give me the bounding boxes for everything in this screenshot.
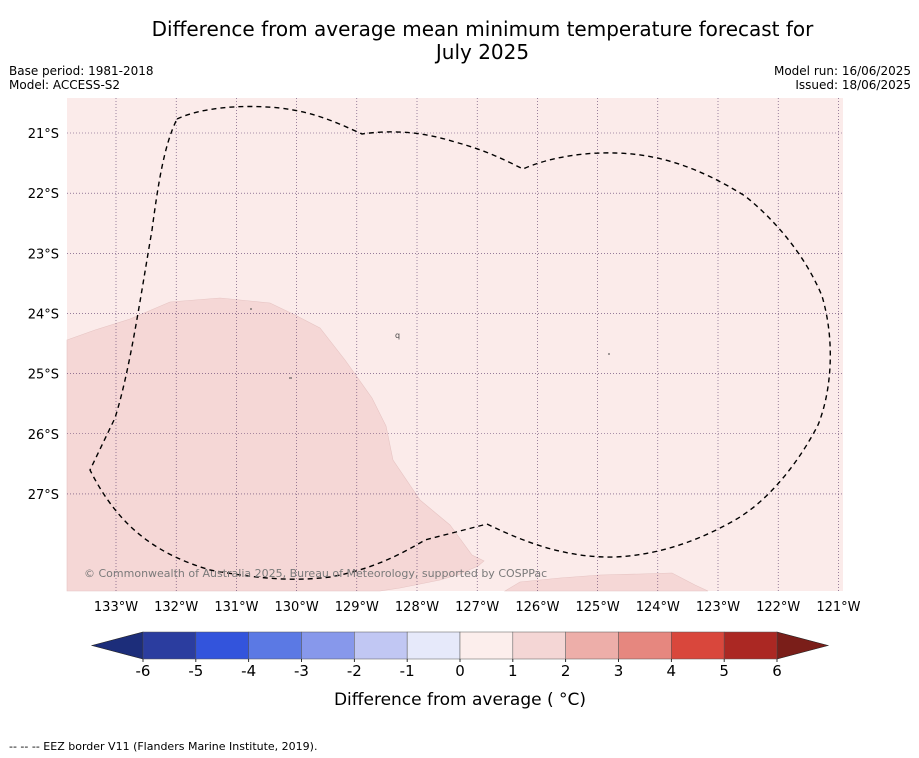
warm-region-south (503, 572, 709, 592)
colorbar-swatch (671, 631, 725, 660)
latitude-tick-label: 22°S (28, 187, 59, 202)
latitude-tick-label: 26°S (28, 428, 59, 443)
graticule (67, 98, 843, 591)
meta-left: Base period: 1981-2018 Model: ACCESS-S2 (9, 64, 154, 92)
colorbar-swatch (459, 631, 514, 660)
longitude-tick-label: 123°W (696, 600, 740, 615)
colorbar-tick-label: -1 (400, 662, 415, 680)
longitude-tick-label: 131°W (214, 600, 258, 615)
longitude-tick-label: 121°W (816, 600, 860, 615)
latitude-tick-label: 25°S (28, 368, 59, 383)
colorbar-swatch (406, 631, 461, 660)
colorbar-over-arrow (776, 631, 830, 660)
latitude-tick-label: 27°S (28, 488, 59, 503)
contour-specks: q (250, 308, 610, 379)
colorbar-swatch (301, 631, 355, 660)
meta-right: Model run: 16/06/2025 Issued: 18/06/2025 (774, 64, 911, 92)
issued-text: Issued: 18/06/2025 (795, 78, 911, 92)
longitude-tick-label: 127°W (455, 600, 499, 615)
copyright-text: © Commonwealth of Australia 2025, Bureau… (84, 567, 547, 580)
colorbar-tick-label: 5 (719, 662, 729, 680)
longitude-tick-label: 130°W (275, 600, 319, 615)
latitude-tick-labels: 21°S 22°S 23°S 24°S 25°S 26°S 27°S (28, 127, 59, 503)
colorbar-swatch (142, 631, 197, 660)
colorbar-swatch (195, 631, 249, 660)
colorbar: -6 -5 -4 -3 -2 -1 0 1 2 3 4 5 6 Difference from aver… (90, 631, 830, 710)
colorbar-swatch (565, 631, 619, 660)
colorbar-tick-label: -4 (241, 662, 256, 680)
colorbar-under-arrow (90, 631, 144, 660)
longitude-tick-label: 124°W (636, 600, 680, 615)
base-period-text: Base period: 1981-2018 (9, 64, 154, 78)
longitude-tick-label: 125°W (576, 600, 620, 615)
longitude-tick-label: 122°W (756, 600, 800, 615)
map-panel: q © Commonwealth of Australia 2025, Bure… (28, 98, 861, 615)
colorbar-tick-label: 2 (561, 662, 571, 680)
longitude-tick-label: 132°W (154, 600, 198, 615)
longitude-tick-label: 129°W (335, 600, 379, 615)
colorbar-tick-label: 6 (772, 662, 782, 680)
colorbar-swatch (248, 631, 302, 660)
longitude-tick-labels: 133°W 132°W 131°W 130°W 129°W 128°W 127°W 126°W… (94, 600, 861, 615)
colorbar-label: Difference from average ( °C) (334, 690, 586, 710)
model-text: Model: ACCESS-S2 (9, 78, 121, 92)
colorbar-swatches (142, 631, 778, 660)
colorbar-tick-label: 1 (508, 662, 518, 680)
title-line-1: Difference from average mean minimum tem… (151, 17, 814, 41)
chart-title: Difference from average mean minimum tem… (100, 18, 865, 64)
colorbar-swatch (354, 631, 408, 660)
speck-3: q (395, 331, 400, 340)
longitude-tick-label: 133°W (94, 600, 138, 615)
latitude-tick-label: 23°S (28, 247, 59, 262)
longitude-tick-label: 128°W (395, 600, 439, 615)
warm-region-west (66, 297, 485, 592)
title-line-2: July 2025 (435, 40, 530, 64)
colorbar-tick-label: -5 (188, 662, 203, 680)
colorbar-tick-label: 3 (614, 662, 624, 680)
latitude-tick-label: 21°S (28, 127, 59, 142)
colorbar-tick-label: -3 (294, 662, 309, 680)
colorbar-swatch (512, 631, 566, 660)
colorbar-tick-label: -6 (136, 662, 151, 680)
colorbar-swatch (723, 631, 778, 660)
eez-legend-text: -- -- -- EEZ border V11 (Flanders Marine… (9, 740, 318, 753)
colorbar-tick-label: 4 (667, 662, 677, 680)
longitude-tick-label: 126°W (515, 600, 559, 615)
colorbar-tick-label: 0 (455, 662, 465, 680)
colorbar-tick-label: -2 (347, 662, 362, 680)
latitude-tick-label: 24°S (28, 307, 59, 322)
warm-anomaly-region (66, 297, 709, 592)
colorbar-tick-labels: -6 -5 -4 -3 -2 -1 0 1 2 3 4 5 6 (136, 659, 782, 680)
colorbar-swatch (618, 631, 672, 660)
model-run-text: Model run: 16/06/2025 (773, 64, 911, 78)
